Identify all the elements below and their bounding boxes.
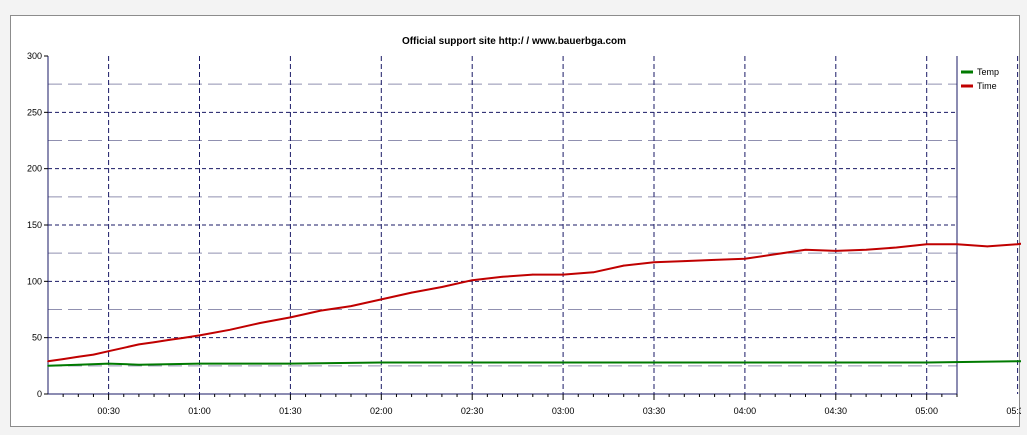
legend: Temp Time xyxy=(961,67,999,91)
data-point-time xyxy=(350,305,352,307)
data-point-temp xyxy=(744,361,746,364)
x-tick-label: 04:30 xyxy=(825,406,848,416)
x-tick-label: 02:30 xyxy=(461,406,484,416)
series-line-time xyxy=(47,242,1021,363)
y-tick-label: 200 xyxy=(27,164,42,174)
data-point-time xyxy=(744,258,746,260)
x-tick-label: 05:30 xyxy=(1006,406,1021,416)
x-tick-label: 03:30 xyxy=(643,406,666,416)
data-point-temp xyxy=(77,363,80,366)
data-point-time xyxy=(319,309,322,312)
data-point-temp xyxy=(138,363,140,366)
data-point-time xyxy=(289,316,292,319)
data-point-time xyxy=(592,271,595,274)
line-chart: Official support site http:/ / www.bauer… xyxy=(27,36,1021,416)
data-point-time xyxy=(804,248,807,251)
data-point-time xyxy=(501,276,504,278)
data-point-time xyxy=(956,243,958,245)
x-tick-label: 01:00 xyxy=(188,406,211,416)
x-tick-label: 02:00 xyxy=(370,406,393,416)
data-point-temp xyxy=(471,361,474,364)
data-point-time xyxy=(122,347,125,349)
data-point-time xyxy=(562,273,564,276)
chart-title: Official support site http:/ / www.bauer… xyxy=(402,36,626,47)
data-point-time xyxy=(92,353,95,356)
legend-label-time: Time xyxy=(977,81,997,91)
data-point-time xyxy=(1016,243,1019,245)
x-axis-ticks: 00:30 01:00 01:30 02:00 02:30 03:00 03:30 04:00… xyxy=(62,394,1021,416)
data-point-time xyxy=(774,253,776,256)
y-tick-label: 250 xyxy=(27,107,42,117)
data-point-temp xyxy=(47,365,49,367)
data-point-time xyxy=(259,322,261,324)
data-point-temp xyxy=(289,362,292,365)
data-point-time xyxy=(153,341,155,343)
data-point-time xyxy=(622,264,625,267)
data-point-time xyxy=(532,273,534,276)
data-point-time xyxy=(138,343,140,346)
data-point-time xyxy=(62,358,64,360)
data-point-time xyxy=(380,298,383,301)
grid-lines xyxy=(48,56,1019,394)
data-point-time xyxy=(835,250,837,252)
chart-frame: Official support site http:/ / www.bauer… xyxy=(10,15,1021,427)
data-point-time xyxy=(986,245,989,248)
data-point-time xyxy=(683,260,686,262)
data-point-temp xyxy=(107,362,110,365)
data-point-temp xyxy=(835,361,837,364)
data-point-time xyxy=(865,248,867,251)
series-line-temp xyxy=(47,360,1021,367)
data-point-time xyxy=(925,243,928,245)
x-tick-label: 03:00 xyxy=(552,406,575,416)
y-tick-label: 150 xyxy=(27,220,42,230)
x-tick-label: 01:30 xyxy=(279,406,302,416)
data-point-time xyxy=(895,246,898,249)
data-point-time xyxy=(107,350,110,352)
data-point-time xyxy=(198,334,201,337)
legend-label-temp: Temp xyxy=(977,67,999,77)
data-point-time xyxy=(653,261,655,263)
y-tick-label: 100 xyxy=(27,276,42,286)
data-point-temp xyxy=(1016,360,1019,363)
data-point-time xyxy=(168,339,170,341)
data-point-time xyxy=(713,259,716,261)
y-tick-label: 0 xyxy=(37,389,42,399)
y-tick-label: 50 xyxy=(32,333,42,343)
data-point-temp xyxy=(198,362,201,365)
data-point-time xyxy=(47,360,49,363)
y-tick-label: 300 xyxy=(27,51,42,61)
y-axis-ticks: 0 50 100 150 200 250 300 xyxy=(27,51,48,399)
data-point-time xyxy=(471,279,474,282)
series-lines xyxy=(47,242,1021,367)
data-point-temp xyxy=(562,361,564,364)
data-point-time xyxy=(410,291,413,294)
data-point-temp xyxy=(653,361,655,364)
x-tick-label: 05:00 xyxy=(915,406,938,416)
data-point-time xyxy=(441,286,443,288)
data-point-temp xyxy=(380,361,383,364)
data-point-temp xyxy=(925,361,928,364)
data-point-time xyxy=(77,356,80,358)
data-point-time xyxy=(229,328,231,331)
data-point-time xyxy=(183,336,186,339)
x-tick-label: 00:30 xyxy=(97,406,120,416)
x-tick-label: 04:00 xyxy=(734,406,757,416)
